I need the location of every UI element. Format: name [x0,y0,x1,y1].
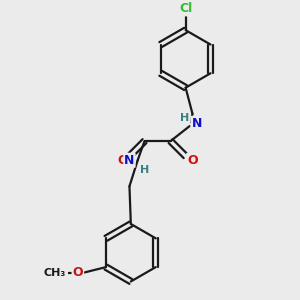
Text: H: H [180,113,189,123]
Text: O: O [187,154,198,167]
Text: O: O [73,266,83,279]
Text: N: N [124,154,135,167]
Text: N: N [191,117,202,130]
Text: Cl: Cl [179,2,192,15]
Text: CH₃: CH₃ [44,268,66,278]
Text: O: O [117,154,128,167]
Text: H: H [140,165,149,175]
